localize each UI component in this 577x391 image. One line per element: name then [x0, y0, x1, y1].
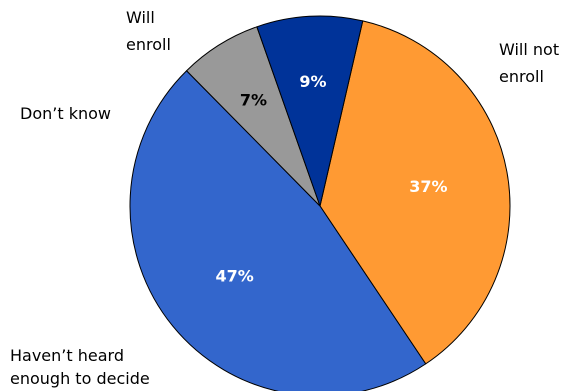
category-label-havent-heard-line-2: enough to decide — [10, 369, 150, 388]
category-label-will-enroll: Will enroll — [126, 8, 171, 54]
pie-value-label-will-enroll: 9% — [299, 72, 326, 91]
pie-value-label-will-not-enroll: 37% — [409, 177, 447, 196]
pie-slice-will-enroll — [256, 15, 364, 207]
pie-slice-will-not-enroll — [319, 20, 511, 365]
category-label-will-enroll-line-1: Will — [126, 8, 155, 27]
category-label-will-not-enroll-line-2: enroll — [499, 67, 544, 86]
category-label-havent-heard-line-1: Haven’t heard — [10, 346, 124, 365]
pie-value-label-dont-know: 7% — [240, 91, 267, 110]
pie-category-labels: Will not enroll Haven’t heard enough to … — [10, 8, 564, 388]
category-label-will-enroll-line-2: enroll — [126, 35, 171, 54]
pie-value-labels: 37% 47% 7% 9% — [215, 72, 447, 286]
category-label-will-not-enroll: Will not enroll — [499, 40, 564, 86]
category-label-dont-know: Don’t know — [20, 104, 111, 123]
pie-slices — [129, 15, 511, 391]
category-label-havent-heard: Haven’t heard enough to decide — [10, 346, 150, 388]
pie-value-label-havent-heard: 47% — [215, 267, 253, 286]
pie-slice-havent-heard — [129, 70, 427, 391]
category-label-will-not-enroll-line-1: Will not — [499, 40, 559, 59]
category-label-dont-know-line-1: Don’t know — [20, 104, 111, 123]
